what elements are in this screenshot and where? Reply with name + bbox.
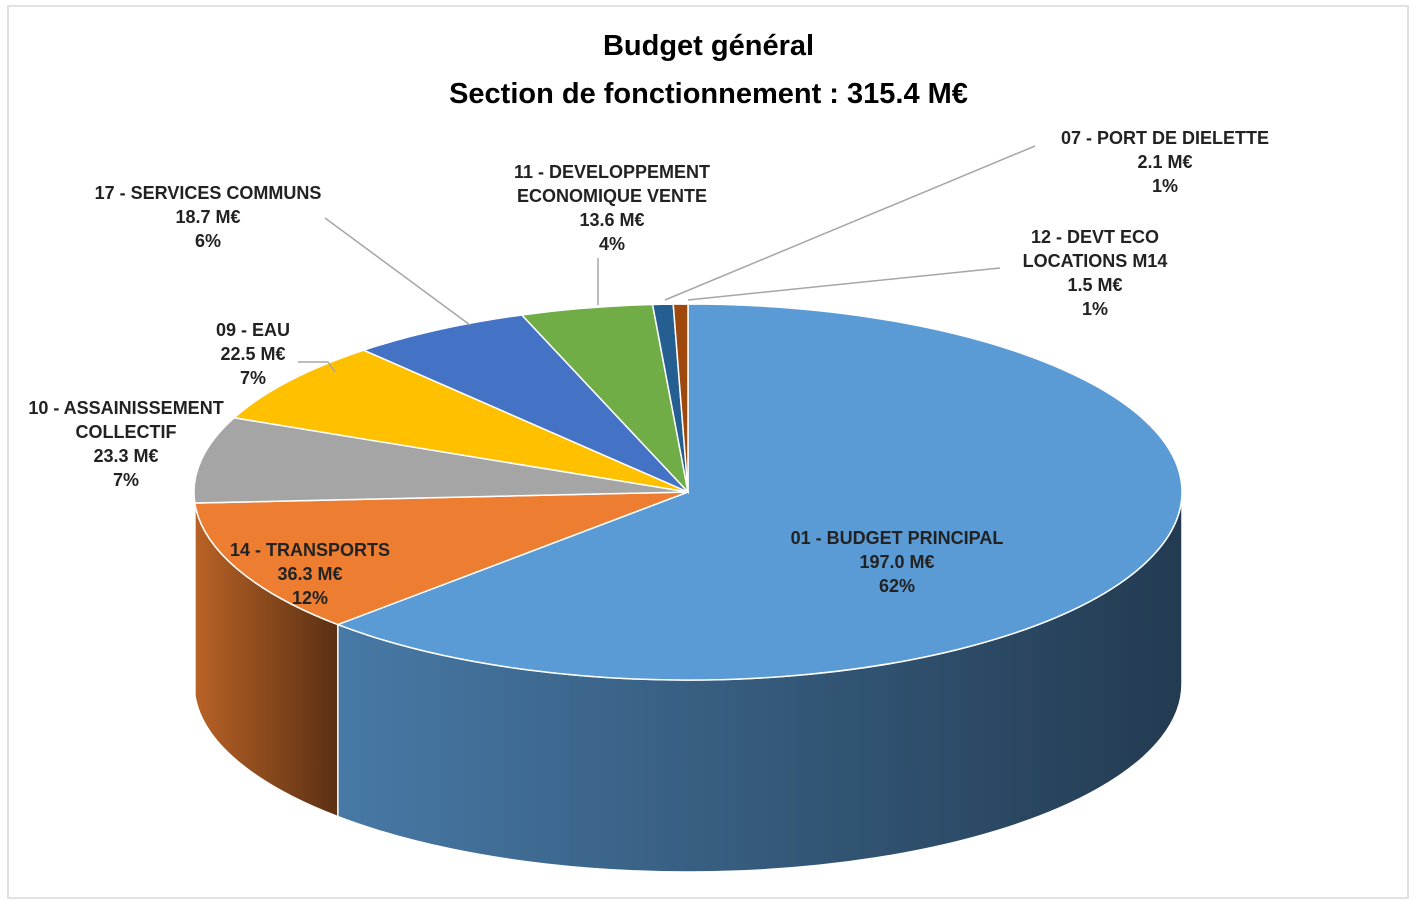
value-label: 23.3 M€ [93, 446, 159, 466]
chart-border [7, 5, 1409, 899]
data-label: 07 - PORT DE DIELETTE 2.1 M€ 1% [1061, 126, 1269, 198]
data-label: 09 - EAU 22.5 M€ 7% [216, 318, 290, 390]
percent-label: 62% [878, 576, 916, 596]
category-label: 07 - PORT DE DIELETTE [1060, 128, 1270, 148]
leader-line [687, 267, 1001, 301]
percent-label: 6% [194, 231, 221, 251]
leader-line [298, 361, 336, 373]
slice [335, 303, 1183, 681]
value-label: 22.5 M€ [220, 344, 286, 364]
value-label: 1.5 M€ [1067, 275, 1123, 295]
category-label: 11 - DEVELOPPEMENT ECONOMIQUE VENTE [513, 162, 711, 206]
category-label: 17 - SERVICES COMMUNS [94, 183, 322, 203]
data-label: 14 - TRANSPORTS 36.3 M€ 12% [230, 538, 390, 610]
category-label: 10 - ASSAINISSEMENT COLLECTIF [28, 398, 224, 442]
percent-label: 12% [291, 588, 329, 608]
percent-label: 1% [1081, 299, 1108, 319]
percent-label: 1% [1151, 176, 1178, 196]
slices [193, 303, 1183, 681]
data-label: 10 - ASSAINISSEMENT COLLECTIF 23.3 M€ 7% [26, 396, 226, 492]
data-label: 12 - DEVT ECO LOCATIONS M14 1.5 M€ 1% [1000, 225, 1190, 321]
value-label: 2.1 M€ [1137, 152, 1193, 172]
value-label: 36.3 M€ [277, 564, 343, 584]
chart-title: Budget général [602, 30, 815, 62]
value-label: 197.0 M€ [859, 552, 935, 572]
value-label: 18.7 M€ [175, 207, 241, 227]
leader-line [664, 145, 1036, 301]
data-label: 01 - BUDGET PRINCIPAL 197.0 M€ 62% [791, 526, 1004, 598]
category-label: 09 - EAU [215, 320, 291, 340]
category-label: 14 - TRANSPORTS [229, 540, 391, 560]
slice [193, 491, 689, 626]
data-label: 17 - SERVICES COMMUNS 18.7 M€ 6% [95, 181, 322, 253]
slice [672, 303, 689, 493]
leader-line [324, 217, 471, 326]
value-label: 13.6 M€ [579, 210, 645, 230]
slice [232, 349, 689, 493]
category-label: 01 - BUDGET PRINCIPAL [790, 528, 1004, 548]
slice-wall [193, 491, 196, 696]
leader-lines [298, 145, 1036, 373]
slice [361, 314, 689, 493]
percent-label: 7% [112, 470, 139, 490]
data-label: 11 - DEVELOPPEMENT ECONOMIQUE VENTE 13.6 … [487, 160, 737, 256]
chart-subtitle: Section de fonctionnement : 315.4 M€ [449, 78, 968, 110]
slice [193, 416, 689, 504]
percent-label: 7% [239, 368, 266, 388]
percent-label: 4% [598, 234, 625, 254]
category-label: 12 - DEVT ECO LOCATIONS M14 [1022, 227, 1168, 271]
walls [193, 491, 1183, 873]
